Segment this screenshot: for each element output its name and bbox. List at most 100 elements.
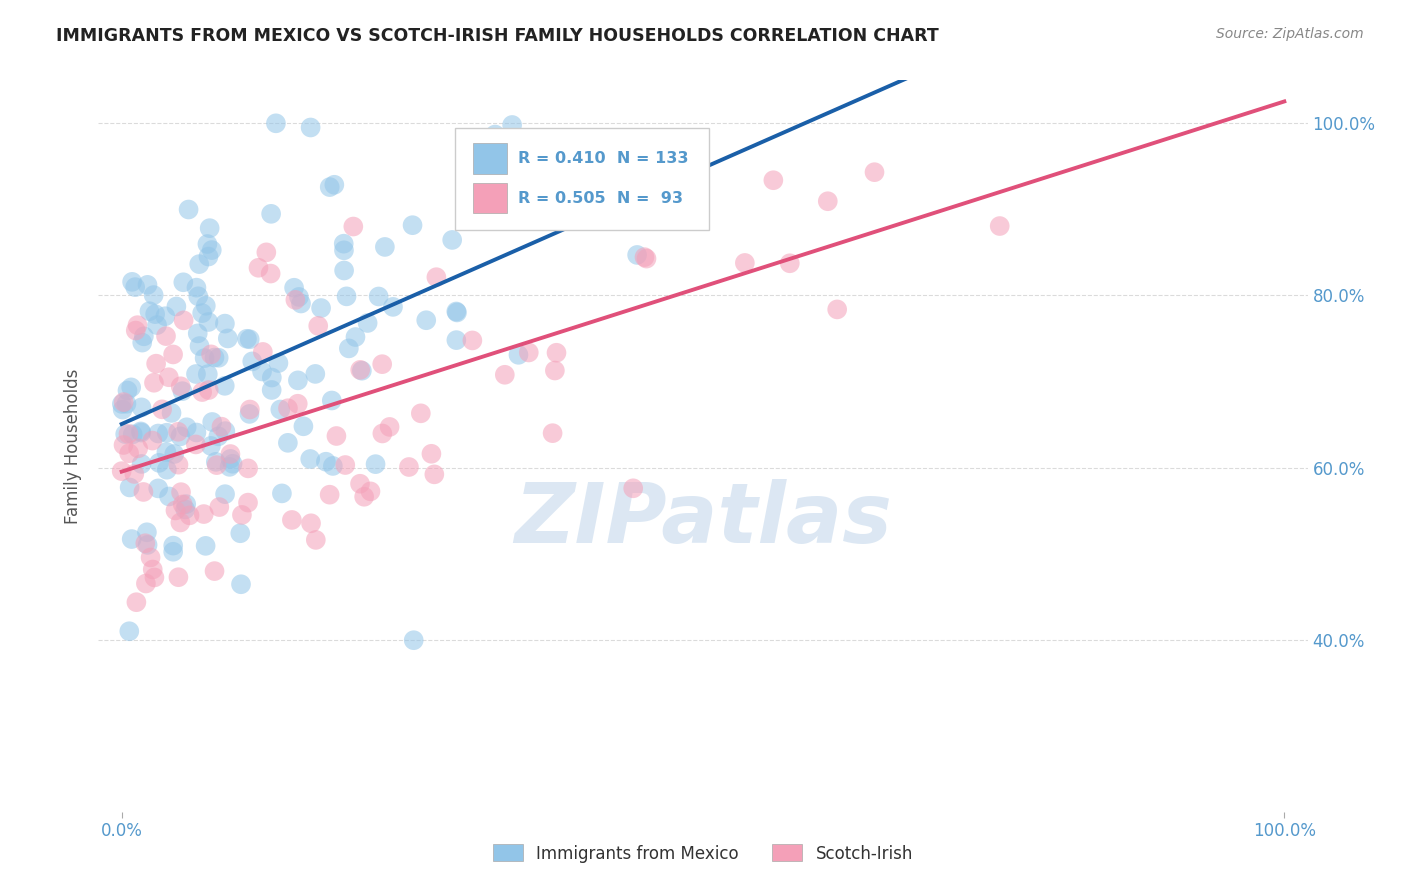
Point xyxy=(250,364,273,378)
Point xyxy=(173,313,195,327)
Point xyxy=(474,151,496,165)
Point xyxy=(762,173,785,187)
Point xyxy=(197,383,219,397)
Point xyxy=(142,562,165,576)
Point xyxy=(494,368,516,382)
Point xyxy=(155,310,177,324)
Point xyxy=(125,324,148,338)
Point xyxy=(167,570,190,584)
Point xyxy=(349,363,371,377)
Point xyxy=(643,169,665,183)
Point xyxy=(187,289,209,303)
Point xyxy=(517,345,540,359)
Point xyxy=(204,351,226,365)
Point xyxy=(247,260,270,275)
Point xyxy=(287,397,309,411)
Point xyxy=(125,595,148,609)
Point xyxy=(169,379,191,393)
Point xyxy=(238,407,260,421)
Point xyxy=(315,455,337,469)
Point xyxy=(145,357,167,371)
Point xyxy=(367,289,389,303)
Point xyxy=(200,347,222,361)
Point xyxy=(188,339,211,353)
Point xyxy=(208,351,231,365)
Point xyxy=(114,427,136,442)
Point xyxy=(423,467,446,482)
Point xyxy=(124,280,146,294)
Point xyxy=(131,335,153,350)
Point xyxy=(186,280,208,294)
Point xyxy=(267,356,290,370)
Point xyxy=(398,460,420,475)
Point xyxy=(117,384,139,398)
Point xyxy=(205,455,228,469)
Point xyxy=(378,420,401,434)
Point xyxy=(211,419,233,434)
Point xyxy=(200,439,222,453)
Point xyxy=(111,402,134,417)
Point xyxy=(287,373,309,387)
Point xyxy=(446,304,468,318)
Point xyxy=(353,490,375,504)
Point xyxy=(115,397,138,411)
Point xyxy=(127,318,149,333)
Point xyxy=(111,397,134,411)
Point xyxy=(446,305,468,319)
Point xyxy=(197,237,219,252)
Point xyxy=(160,406,183,420)
Point xyxy=(197,250,219,264)
Point xyxy=(281,513,304,527)
Point xyxy=(218,459,240,474)
Point xyxy=(254,245,277,260)
Point xyxy=(172,498,194,512)
Point xyxy=(239,402,262,417)
Point xyxy=(333,244,356,258)
Point xyxy=(626,248,648,262)
Point xyxy=(401,218,423,232)
Point xyxy=(118,624,141,639)
Point xyxy=(371,426,394,441)
Point xyxy=(214,424,236,438)
Point xyxy=(283,281,305,295)
Point xyxy=(319,180,342,194)
Text: IMMIGRANTS FROM MEXICO VS SCOTCH-IRISH FAMILY HOUSEHOLDS CORRELATION CHART: IMMIGRANTS FROM MEXICO VS SCOTCH-IRISH F… xyxy=(56,27,939,45)
Point xyxy=(201,415,224,429)
Point xyxy=(284,293,307,307)
Point xyxy=(817,194,839,209)
Point xyxy=(260,370,283,384)
Point xyxy=(131,401,153,415)
Point xyxy=(208,500,231,514)
Point xyxy=(146,318,169,332)
Point xyxy=(132,485,155,500)
Point xyxy=(299,516,322,531)
Point xyxy=(174,502,197,516)
Point xyxy=(529,161,551,176)
Point xyxy=(271,486,294,500)
Point xyxy=(157,490,180,504)
Point xyxy=(121,275,143,289)
Point xyxy=(515,153,537,167)
Point xyxy=(446,333,468,347)
Point xyxy=(779,256,801,270)
Point xyxy=(187,326,209,341)
Point xyxy=(135,576,157,591)
Point xyxy=(155,445,177,459)
Point xyxy=(371,357,394,371)
Point xyxy=(112,438,135,452)
Point xyxy=(191,306,214,320)
Point xyxy=(322,458,344,473)
Point xyxy=(172,384,194,399)
Point xyxy=(136,277,159,292)
Point xyxy=(260,383,283,397)
Point xyxy=(508,348,530,362)
Point xyxy=(118,480,141,494)
Point xyxy=(112,395,135,409)
Point xyxy=(156,425,179,440)
Point xyxy=(138,304,160,318)
Point xyxy=(170,485,193,500)
Point xyxy=(131,457,153,471)
Point xyxy=(988,219,1011,233)
Point xyxy=(193,507,215,521)
Point xyxy=(259,267,281,281)
